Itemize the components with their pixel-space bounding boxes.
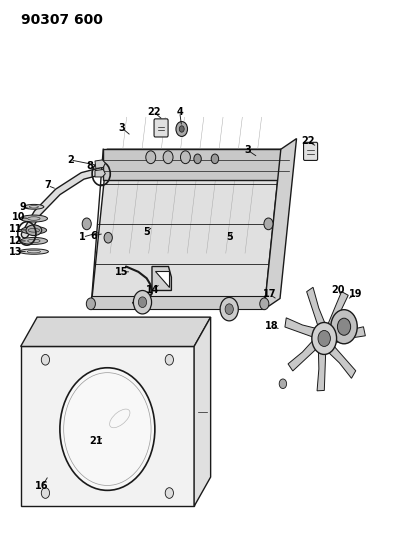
Ellipse shape bbox=[20, 215, 47, 222]
Polygon shape bbox=[317, 351, 326, 391]
Polygon shape bbox=[95, 160, 105, 168]
Polygon shape bbox=[288, 341, 316, 371]
Ellipse shape bbox=[24, 205, 44, 209]
FancyBboxPatch shape bbox=[154, 119, 168, 137]
Text: 14: 14 bbox=[146, 286, 159, 295]
Circle shape bbox=[146, 151, 156, 164]
Text: 1: 1 bbox=[79, 232, 86, 242]
Polygon shape bbox=[91, 149, 281, 309]
Circle shape bbox=[318, 330, 330, 346]
Text: 90307 600: 90307 600 bbox=[21, 13, 102, 27]
Ellipse shape bbox=[19, 249, 48, 254]
Circle shape bbox=[165, 488, 173, 498]
Polygon shape bbox=[103, 149, 289, 180]
Polygon shape bbox=[335, 327, 366, 343]
Circle shape bbox=[179, 126, 184, 132]
Circle shape bbox=[264, 218, 273, 230]
Polygon shape bbox=[152, 266, 171, 290]
Text: 19: 19 bbox=[349, 289, 363, 299]
Polygon shape bbox=[264, 139, 297, 309]
Text: 11: 11 bbox=[9, 224, 22, 234]
Ellipse shape bbox=[20, 238, 47, 244]
Polygon shape bbox=[306, 287, 325, 326]
Polygon shape bbox=[91, 296, 264, 309]
Circle shape bbox=[220, 297, 238, 321]
Text: 15: 15 bbox=[115, 267, 128, 277]
Polygon shape bbox=[285, 318, 316, 337]
Text: 9: 9 bbox=[19, 202, 26, 212]
Ellipse shape bbox=[26, 225, 42, 236]
FancyBboxPatch shape bbox=[304, 142, 318, 160]
Circle shape bbox=[312, 322, 337, 354]
Text: 7: 7 bbox=[44, 181, 51, 190]
Text: 10: 10 bbox=[12, 213, 25, 222]
Circle shape bbox=[165, 354, 173, 365]
Polygon shape bbox=[155, 271, 169, 287]
Circle shape bbox=[337, 318, 351, 335]
Text: 13: 13 bbox=[9, 247, 22, 256]
Text: 12: 12 bbox=[9, 236, 22, 246]
Polygon shape bbox=[328, 292, 348, 330]
Text: 22: 22 bbox=[147, 107, 160, 117]
Circle shape bbox=[86, 298, 95, 310]
Circle shape bbox=[138, 297, 147, 308]
Text: 3: 3 bbox=[244, 146, 251, 155]
Text: 2: 2 bbox=[67, 155, 74, 165]
Circle shape bbox=[279, 379, 287, 389]
Circle shape bbox=[211, 154, 218, 164]
Circle shape bbox=[41, 488, 50, 498]
Text: 5: 5 bbox=[143, 227, 150, 237]
Text: 21: 21 bbox=[89, 437, 102, 446]
Ellipse shape bbox=[21, 227, 47, 234]
Text: 16: 16 bbox=[36, 481, 49, 491]
Text: 17: 17 bbox=[263, 289, 276, 299]
Text: 4: 4 bbox=[176, 107, 183, 117]
Text: 8: 8 bbox=[87, 161, 93, 171]
Text: 22: 22 bbox=[301, 136, 314, 146]
Polygon shape bbox=[194, 317, 211, 506]
Polygon shape bbox=[95, 169, 105, 177]
Polygon shape bbox=[21, 346, 194, 506]
Circle shape bbox=[176, 122, 188, 136]
Text: 5: 5 bbox=[226, 232, 233, 242]
Polygon shape bbox=[21, 317, 211, 346]
Polygon shape bbox=[328, 346, 356, 378]
Circle shape bbox=[331, 310, 357, 344]
Circle shape bbox=[41, 354, 50, 365]
Text: 6: 6 bbox=[91, 231, 97, 240]
Circle shape bbox=[133, 290, 152, 314]
Circle shape bbox=[194, 154, 201, 164]
Circle shape bbox=[104, 232, 112, 243]
Circle shape bbox=[260, 298, 269, 310]
Circle shape bbox=[163, 151, 173, 164]
Text: 18: 18 bbox=[265, 321, 278, 331]
Text: 20: 20 bbox=[331, 286, 344, 295]
Circle shape bbox=[225, 304, 233, 314]
Text: 3: 3 bbox=[119, 123, 125, 133]
Circle shape bbox=[60, 368, 155, 490]
Circle shape bbox=[180, 151, 190, 164]
Circle shape bbox=[82, 218, 91, 230]
